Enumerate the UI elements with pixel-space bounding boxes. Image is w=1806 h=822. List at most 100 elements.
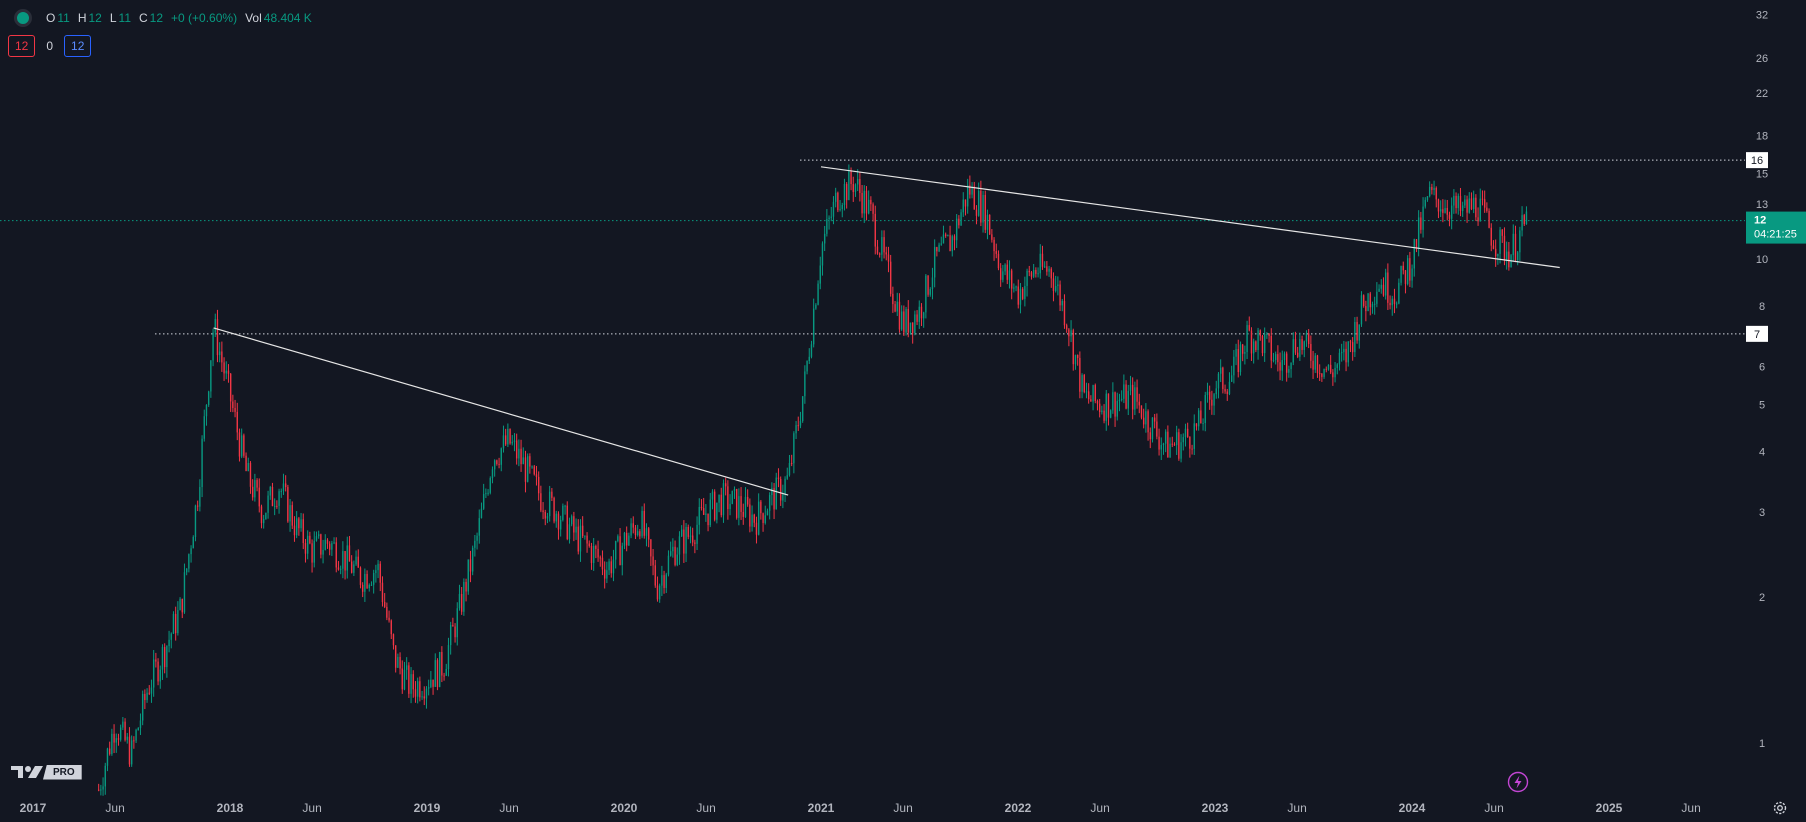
level-label-box-16 <box>1746 152 1768 169</box>
candle-body <box>1230 375 1233 382</box>
candle-body <box>146 692 148 701</box>
candle-body <box>315 536 318 541</box>
candle-body <box>551 491 553 498</box>
candle-body <box>251 486 254 498</box>
time-tick-label: 2021 <box>808 801 835 815</box>
candle-body <box>1477 217 1479 222</box>
candle-body <box>819 265 821 284</box>
candle-body <box>1380 284 1382 289</box>
candle-body <box>964 199 967 207</box>
time-tick-label: Jun <box>893 801 912 815</box>
candle-body <box>586 535 588 544</box>
candle-body <box>634 527 637 536</box>
candle-body <box>900 311 903 330</box>
candle-body <box>557 513 560 530</box>
candle-body <box>1098 403 1101 413</box>
candle-body <box>1261 335 1264 354</box>
candle-body <box>1461 205 1464 211</box>
candle-body <box>1310 343 1312 361</box>
candle-body <box>454 626 456 638</box>
candle-body <box>1327 364 1330 370</box>
candle-body <box>353 564 355 573</box>
candle-body <box>1259 330 1261 336</box>
tradingview-logo[interactable]: PRO <box>11 764 82 780</box>
candle-body <box>1180 442 1182 459</box>
price-tick-label: 18 <box>1756 130 1768 142</box>
candle-body <box>216 319 219 356</box>
candle-body <box>971 186 973 195</box>
candle-body <box>628 535 630 546</box>
candle-body <box>1483 199 1486 208</box>
buy-box[interactable]: 12 <box>64 35 92 57</box>
candle-body <box>328 543 331 550</box>
candle-body <box>727 486 729 510</box>
candle-body <box>1032 269 1035 277</box>
candle-body <box>249 463 252 487</box>
candle-body <box>135 730 137 741</box>
candle-body <box>1063 300 1066 326</box>
candle-body <box>447 645 450 670</box>
candle-body <box>1437 199 1440 212</box>
candle-body <box>348 545 351 562</box>
candle-body <box>738 496 740 518</box>
trendline-2[interactable] <box>820 166 1560 269</box>
candle-body <box>489 478 491 493</box>
candle-body <box>1215 388 1217 395</box>
gear-icon[interactable] <box>1772 800 1788 816</box>
candle-body <box>397 656 399 668</box>
candle-body <box>1145 411 1147 425</box>
candle-body <box>749 504 751 527</box>
candle-body <box>474 540 476 548</box>
candle-body <box>172 613 175 634</box>
candle-body <box>698 506 700 525</box>
lightning-icon[interactable] <box>1507 771 1529 793</box>
candle-body <box>1024 285 1026 299</box>
candle-body <box>674 546 676 565</box>
candle-body <box>856 179 859 185</box>
candle-body <box>1404 270 1407 284</box>
candle-body <box>1387 272 1389 303</box>
candle-body <box>1472 197 1475 210</box>
candle-body <box>1516 252 1519 261</box>
candle-body <box>509 429 511 444</box>
candle-body <box>841 204 843 210</box>
candle-body <box>1389 302 1391 306</box>
sell-box[interactable]: 12 <box>8 35 36 57</box>
candle-body <box>918 306 920 322</box>
candle-body <box>150 687 153 694</box>
candle-body <box>1103 410 1105 421</box>
candle-body <box>1252 341 1255 354</box>
candle-body <box>117 738 120 740</box>
trendline-1[interactable] <box>213 327 789 496</box>
candle-body <box>137 728 139 731</box>
candle-body <box>568 524 571 539</box>
candle-body <box>991 234 993 240</box>
candle-body <box>797 425 799 427</box>
candle-body <box>368 584 370 589</box>
candle-body <box>227 370 230 374</box>
candle-body <box>559 519 562 530</box>
candle-body <box>1428 186 1431 197</box>
candle-body <box>573 516 575 533</box>
candle-body <box>436 660 439 688</box>
candle-body <box>1290 362 1292 370</box>
candle-body <box>441 652 443 676</box>
market-status-icon[interactable] <box>14 9 32 27</box>
candle-body <box>502 435 505 449</box>
candle-body <box>1013 287 1015 289</box>
candle-body <box>1233 356 1235 376</box>
candle-body <box>214 319 216 333</box>
candle-body <box>1015 286 1017 288</box>
candle-body <box>1002 271 1004 280</box>
candle-body <box>1059 284 1061 306</box>
candle-body <box>280 490 282 492</box>
candle-body <box>993 239 995 252</box>
candle-body <box>898 301 901 330</box>
candle-body <box>159 669 161 682</box>
candle-body <box>234 407 236 412</box>
candle-body <box>1360 295 1363 325</box>
time-tick-label: 2022 <box>1005 801 1032 815</box>
candle-body <box>1272 359 1275 361</box>
candle-body <box>375 570 377 574</box>
